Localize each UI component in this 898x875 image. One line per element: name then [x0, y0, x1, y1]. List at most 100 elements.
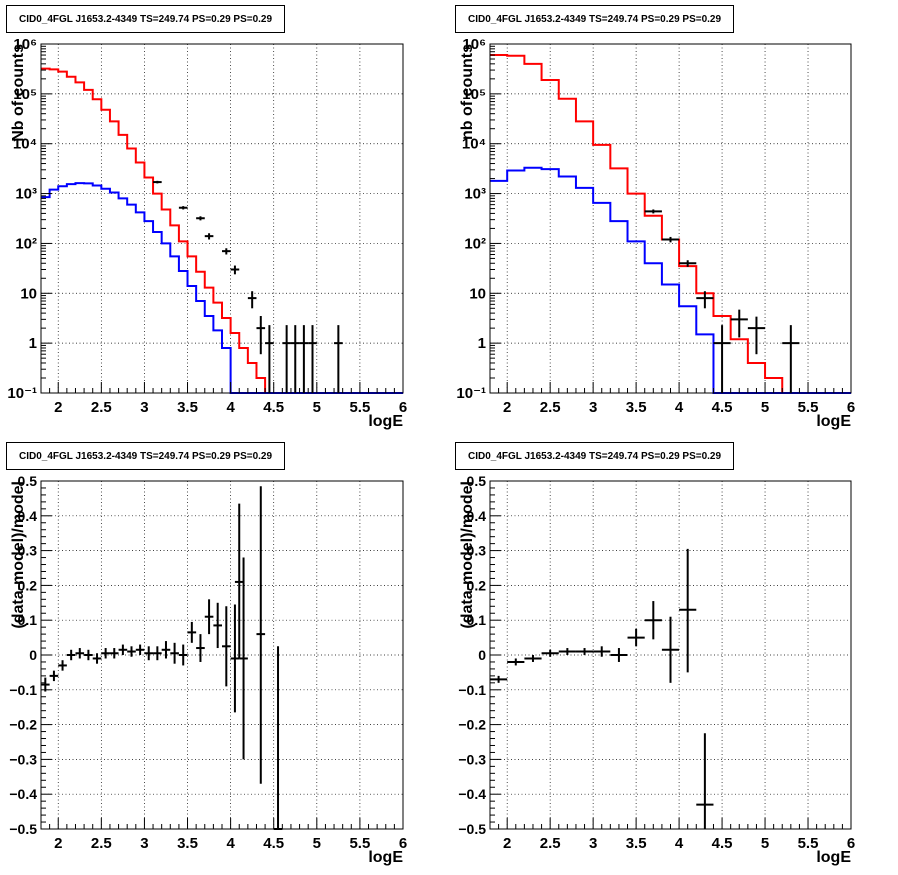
y-tick-label: 10⁶ — [462, 36, 486, 53]
data-point — [153, 180, 162, 184]
x-tick-label: 4 — [226, 399, 235, 416]
data-point — [507, 658, 525, 666]
data-point — [118, 644, 128, 655]
pad-residual-right: CID0_4FGL J1653.2-4349 TS=249.74 PS=0.29… — [449, 437, 898, 875]
x-tick-label: 3.5 — [177, 399, 198, 416]
ticks — [489, 43, 852, 394]
data-point — [75, 648, 85, 659]
pad-counts-right: CID0_4FGL J1653.2-4349 TS=249.74 PS=0.29… — [449, 0, 898, 437]
x-tick-label: 4 — [675, 399, 684, 416]
data-point — [135, 644, 145, 655]
x-axis-label: logE — [816, 413, 851, 430]
y-tick-label: −0.2 — [458, 717, 486, 733]
y-tick-label: −0.5 — [9, 821, 37, 837]
y-tick-label: −0.1 — [9, 682, 37, 698]
y-tick-label: 0.4 — [467, 508, 487, 524]
x-tick-label: 3 — [140, 399, 148, 416]
x-tick-label: 5 — [761, 835, 769, 852]
data-point — [713, 325, 731, 393]
chart-svg: 2 2.5 3 3.5 4 4.5 5 5.5 6 10⁻¹ 1 10 10² 10³ 10⁴ 10⁵ 10⁶ l… — [7, 36, 407, 430]
data-point — [273, 646, 283, 830]
x-axis-label: logE — [816, 849, 851, 866]
x-tick-label: 6 — [847, 399, 855, 416]
chart-svg: 2 2.5 3 3.5 4 4.5 5 5.5 6 10⁻¹ 1 10 10² 10³ 10⁴ 10⁵ 10⁶ l… — [456, 36, 855, 430]
chart-svg: 2 2.5 3 3.5 4 4.5 5 5.5 6 −0.5 −0.4 −0.3 −0.2 −0.1 0 0.… — [458, 473, 855, 866]
y-tick-label: 10³ — [464, 186, 486, 203]
x-tick-label: 4.5 — [263, 835, 284, 852]
x-tick-label: 4.5 — [263, 399, 284, 416]
x-tick-label: 6 — [399, 399, 407, 416]
plot-frame — [40, 480, 404, 830]
x-tick-label: 3.5 — [626, 399, 647, 416]
data-point — [610, 648, 628, 662]
y-tick-label: 0.4 — [18, 508, 38, 524]
data-point — [127, 646, 136, 657]
ticks — [489, 480, 852, 830]
data-point — [144, 646, 154, 661]
x-tick-label: 4 — [226, 835, 235, 852]
y-tick-label: 0 — [29, 647, 37, 663]
y-tick-label: 10⁵ — [13, 86, 37, 103]
x-axis-label: logE — [368, 849, 403, 866]
data-point — [644, 209, 662, 214]
data-point — [222, 248, 231, 255]
y-tick-label: 10² — [15, 235, 37, 252]
x-tick-label: 2 — [503, 399, 511, 416]
pad-title: CID0_4FGL J1653.2-4349 TS=249.74 PS=0.29… — [455, 442, 735, 470]
data-points — [41, 486, 283, 830]
data-points — [153, 180, 343, 393]
x-tick-label: 3 — [589, 835, 597, 852]
data-point — [308, 325, 317, 393]
ticks — [40, 43, 404, 394]
y-tick-label: −0.2 — [9, 717, 37, 733]
y-tick-label: 10⁻¹ — [456, 385, 486, 402]
y-tick-label: 10² — [464, 235, 486, 252]
data-point — [196, 634, 205, 662]
y-tick-label: 0.3 — [467, 543, 487, 559]
data-point — [627, 628, 645, 647]
y-tick-label: 0.2 — [467, 577, 487, 593]
data-points — [490, 548, 714, 829]
x-tick-label: 2 — [54, 835, 62, 852]
y-tick-label: 0.1 — [467, 612, 487, 628]
data-point — [222, 606, 231, 687]
y-tick-label: 0.5 — [18, 473, 38, 489]
data-point — [234, 503, 244, 659]
x-tick-label: 3 — [140, 835, 148, 852]
data-point — [178, 644, 188, 666]
y-tick-label: 10⁵ — [462, 86, 486, 103]
data-point — [290, 325, 300, 393]
y-tick-label: −0.4 — [9, 786, 37, 802]
data-points — [644, 209, 800, 393]
x-tick-label: 5.5 — [798, 835, 819, 852]
y-tick-label: 10³ — [15, 186, 37, 203]
data-point — [661, 616, 680, 683]
data-point — [213, 602, 222, 649]
data-point — [730, 309, 748, 338]
data-point — [153, 646, 162, 661]
ticks — [40, 480, 404, 830]
data-point — [196, 216, 205, 221]
data-point — [696, 291, 714, 309]
y-axis-label: (data-model)/model — [10, 481, 27, 629]
data-point — [49, 670, 59, 682]
data-point — [204, 599, 214, 635]
y-tick-label: −0.4 — [458, 786, 486, 802]
data-point — [782, 325, 800, 393]
grid — [490, 43, 852, 394]
data-point — [101, 648, 110, 659]
y-tick-label: 10⁴ — [13, 136, 37, 153]
data-point — [247, 291, 257, 309]
pad-title: CID0_4FGL J1653.2-4349 TS=249.74 PS=0.29… — [6, 442, 286, 470]
data-point — [204, 233, 214, 240]
data-point — [239, 557, 248, 760]
y-axis-label: (data-model)/model — [459, 481, 476, 629]
x-axis-label: logE — [368, 413, 403, 430]
data-point — [558, 648, 576, 655]
x-tick-label: 5.5 — [349, 399, 370, 416]
series-line-1 — [41, 182, 403, 394]
x-tick-label: 4 — [675, 835, 684, 852]
data-point — [299, 325, 309, 393]
plot-frame — [489, 43, 852, 394]
data-point — [84, 649, 93, 661]
